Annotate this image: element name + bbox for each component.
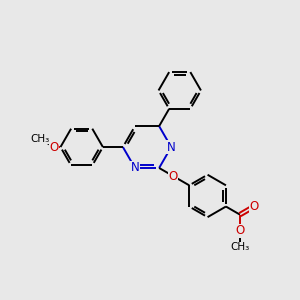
Text: O: O xyxy=(235,224,244,237)
Text: CH₃: CH₃ xyxy=(31,134,50,144)
Text: O: O xyxy=(50,141,59,154)
Text: N: N xyxy=(130,161,140,175)
Text: O: O xyxy=(169,169,178,183)
Text: N: N xyxy=(167,141,176,154)
Text: O: O xyxy=(249,200,259,213)
Text: CH₃: CH₃ xyxy=(230,242,250,252)
